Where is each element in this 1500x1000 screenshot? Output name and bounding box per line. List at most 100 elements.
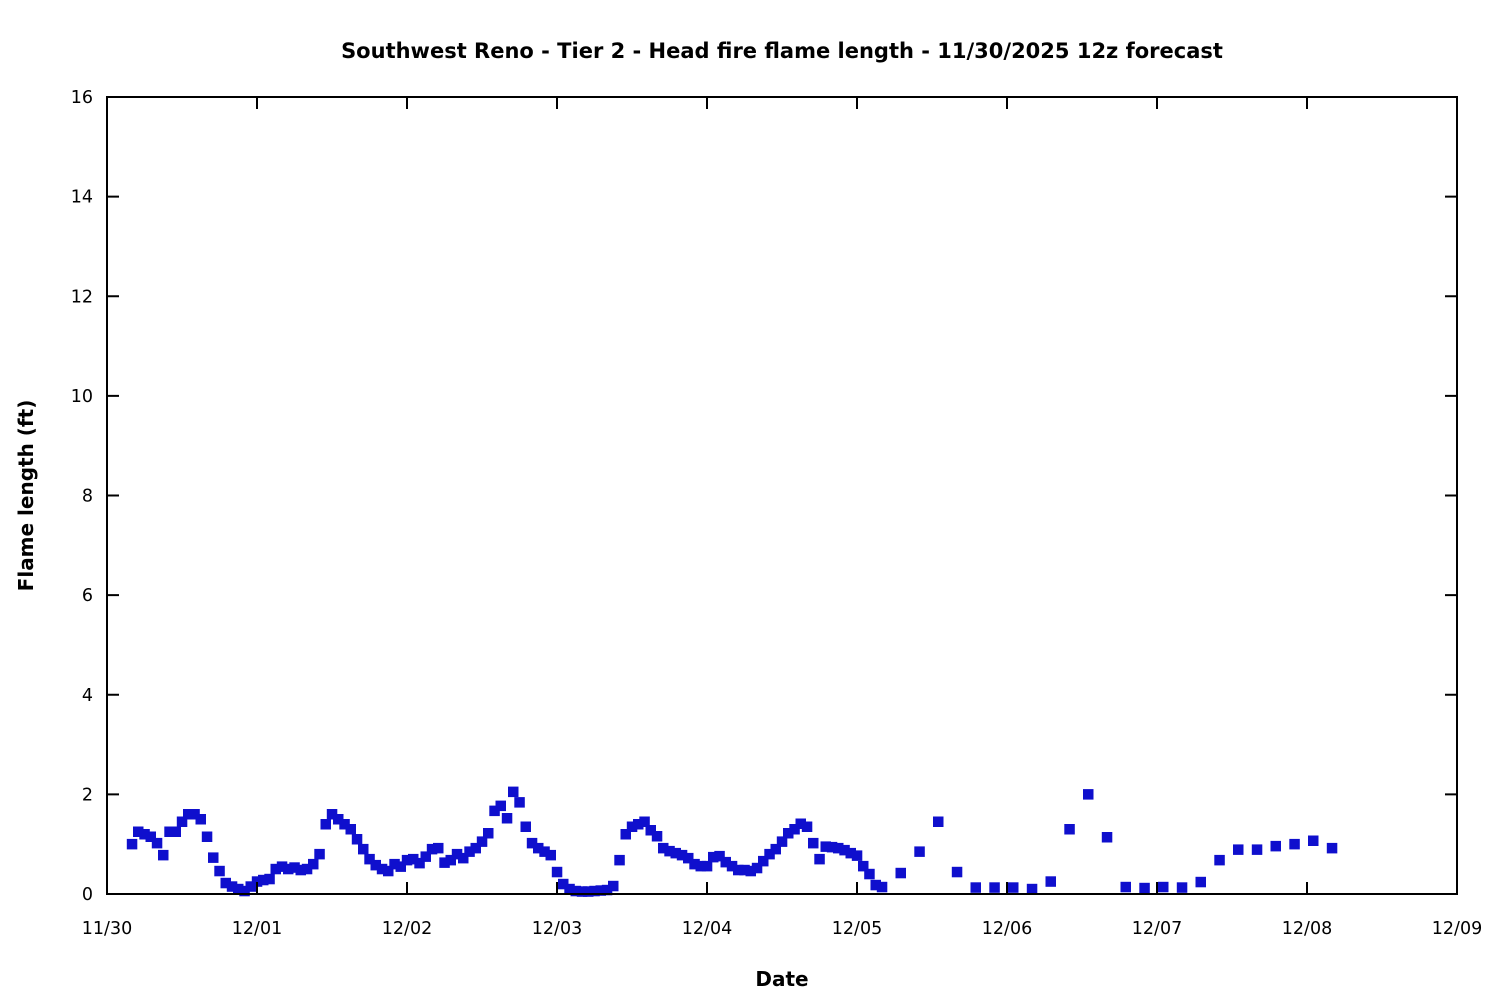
data-point-marker xyxy=(258,874,269,886)
data-point-marker xyxy=(864,868,875,880)
data-point-marker xyxy=(270,863,281,875)
data-point-marker xyxy=(476,836,488,847)
data-point-marker xyxy=(1083,789,1094,800)
data-point-marker xyxy=(245,881,256,892)
data-point-marker xyxy=(520,821,531,832)
data-point-marker xyxy=(664,845,675,857)
data-point-marker xyxy=(183,809,194,820)
data-point-marker xyxy=(295,864,306,876)
data-point-marker xyxy=(814,853,825,865)
data-point-marker xyxy=(470,842,481,854)
data-point-marker xyxy=(658,842,669,854)
data-point-marker xyxy=(708,851,719,863)
data-point-marker xyxy=(508,786,519,798)
data-point-marker xyxy=(970,882,981,893)
data-point-marker xyxy=(758,855,769,867)
data-point-marker xyxy=(895,867,906,879)
y-tick-label: 14 xyxy=(71,188,93,208)
data-point-marker xyxy=(233,883,244,895)
data-point-marker xyxy=(358,843,369,855)
data-point-marker xyxy=(1158,881,1169,893)
data-point-marker xyxy=(383,865,394,877)
y-tick-label: 8 xyxy=(82,487,93,507)
data-point-marker xyxy=(551,866,563,878)
data-point-marker xyxy=(351,834,363,845)
data-point-marker xyxy=(389,858,400,870)
data-point-marker xyxy=(289,862,300,873)
data-point-marker xyxy=(326,809,338,820)
data-point-marker xyxy=(1026,883,1038,895)
data-point-marker xyxy=(489,805,500,817)
data-point-marker xyxy=(764,848,775,860)
data-point-marker xyxy=(126,838,138,850)
data-point-marker xyxy=(570,885,581,897)
data-point-marker xyxy=(158,849,169,861)
data-point-marker xyxy=(376,863,388,875)
data-point-marker xyxy=(683,852,694,864)
data-point-marker xyxy=(776,836,788,847)
data-point-marker xyxy=(1008,882,1019,893)
data-point-marker xyxy=(1120,881,1131,893)
x-tick-label: 11/30 xyxy=(82,919,132,939)
data-point-marker xyxy=(795,818,806,829)
x-tick-label: 12/02 xyxy=(382,919,432,939)
data-point-marker xyxy=(720,856,731,868)
data-point-marker xyxy=(1233,844,1244,855)
data-point-marker xyxy=(283,863,294,875)
data-point-marker xyxy=(464,846,475,857)
y-tick-label: 6 xyxy=(82,586,93,606)
data-point-marker xyxy=(408,853,419,865)
data-point-marker xyxy=(445,854,456,866)
data-point-marker xyxy=(308,858,319,870)
x-tick-label: 12/06 xyxy=(982,919,1032,939)
data-point-marker xyxy=(839,844,850,856)
data-point-marker xyxy=(733,864,744,876)
data-point-marker xyxy=(301,863,313,875)
data-point-marker xyxy=(608,880,619,892)
data-point-marker xyxy=(870,879,881,891)
data-point-marker xyxy=(239,885,250,897)
data-point-marker xyxy=(789,824,800,835)
data-point-marker xyxy=(701,860,713,872)
data-point-marker xyxy=(739,864,750,876)
data-point-marker xyxy=(714,850,725,862)
data-point-marker xyxy=(501,813,513,824)
data-point-marker xyxy=(1195,876,1206,888)
data-point-marker xyxy=(989,882,1000,893)
data-point-marker xyxy=(345,824,356,835)
data-point-marker xyxy=(1176,882,1188,893)
data-point-marker xyxy=(626,821,638,832)
data-point-marker xyxy=(858,860,869,872)
data-point-marker xyxy=(320,819,331,830)
data-point-marker xyxy=(676,849,688,861)
data-point-marker xyxy=(339,819,350,830)
y-tick-label: 4 xyxy=(82,686,93,706)
data-point-marker xyxy=(601,884,613,896)
data-point-marker xyxy=(726,860,738,872)
data-point-marker xyxy=(576,886,588,897)
data-point-marker xyxy=(951,866,963,878)
data-point-marker xyxy=(651,831,663,842)
data-point-marker xyxy=(670,847,681,859)
data-point-marker xyxy=(545,849,556,861)
data-point-marker xyxy=(1326,842,1338,854)
chart-title: Southwest Reno - Tier 2 - Head fire flam… xyxy=(341,39,1223,63)
data-point-marker xyxy=(639,816,650,827)
x-tick-label: 12/01 xyxy=(232,919,282,939)
data-point-marker xyxy=(401,854,413,866)
data-point-marker xyxy=(151,837,163,849)
data-point-marker xyxy=(645,825,656,836)
x-tick-label: 12/05 xyxy=(832,919,882,939)
data-point-marker xyxy=(514,797,525,808)
y-tick-label: 16 xyxy=(71,88,93,108)
data-point-marker xyxy=(251,876,263,887)
data-point-marker xyxy=(495,800,506,812)
data-point-marker xyxy=(589,885,600,897)
data-point-marker xyxy=(533,842,544,854)
y-axis-label: Flame length (ft) xyxy=(14,400,38,592)
data-point-marker xyxy=(564,883,575,895)
data-point-marker xyxy=(395,861,406,872)
data-point-marker xyxy=(783,828,794,839)
y-tick-label: 12 xyxy=(71,287,93,307)
